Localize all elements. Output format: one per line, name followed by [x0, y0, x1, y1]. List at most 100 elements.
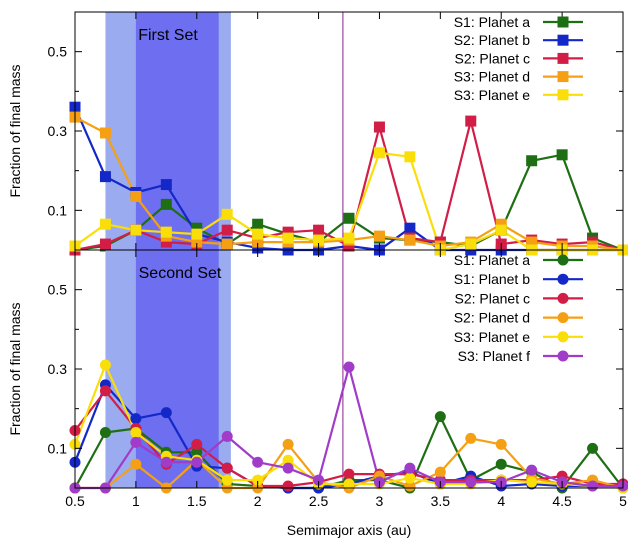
data-point: [404, 473, 415, 484]
legend-marker: [558, 17, 569, 28]
data-point: [496, 459, 507, 470]
data-point: [130, 427, 141, 438]
panel-title: Second Set: [139, 265, 222, 282]
legend-label: S1: Planet a: [454, 252, 530, 268]
y-tick-label: 0.3: [48, 361, 68, 377]
data-point: [344, 469, 355, 480]
data-point: [252, 219, 263, 230]
y-axis-title: Fraction of final mass: [7, 302, 23, 435]
data-point: [587, 481, 598, 492]
data-point: [100, 171, 111, 182]
data-point: [130, 459, 141, 470]
x-tick-label: 4: [497, 493, 505, 509]
legend-marker: [558, 351, 569, 362]
data-point: [404, 235, 415, 246]
x-tick-label: 2.5: [309, 493, 329, 509]
panel-title: First Set: [138, 27, 198, 44]
data-point: [283, 481, 294, 492]
data-point: [465, 477, 476, 488]
legend-label: S2: Planet b: [454, 32, 530, 48]
data-point: [100, 385, 111, 396]
y-tick-label: 0.5: [48, 282, 68, 298]
data-point: [100, 427, 111, 438]
data-point: [465, 116, 476, 127]
legend-label: S1: Planet b: [454, 271, 530, 287]
data-point: [374, 231, 385, 242]
y-tick-label: 0.1: [48, 440, 68, 456]
legend-marker: [558, 35, 569, 46]
data-point: [100, 219, 111, 230]
data-point: [496, 225, 507, 236]
x-tick-label: 4.5: [552, 493, 572, 509]
data-point: [283, 463, 294, 474]
data-point: [526, 477, 537, 488]
data-point: [435, 467, 446, 478]
x-axis-title: Semimajor axis (au): [287, 522, 411, 538]
data-point: [161, 179, 172, 190]
data-point: [161, 227, 172, 238]
x-tick-label: 1.5: [187, 493, 207, 509]
legend-marker: [558, 71, 569, 82]
legend-label: S3: Planet d: [454, 69, 530, 85]
y-tick-label: 0.5: [48, 44, 68, 60]
legend-label: S3: Planet e: [454, 329, 530, 345]
data-point: [283, 233, 294, 244]
y-tick-label: 0.1: [48, 202, 68, 218]
x-tick-label: 1: [132, 493, 140, 509]
data-point: [191, 457, 202, 468]
legend-label: S2: Planet c: [455, 50, 531, 66]
data-point: [130, 413, 141, 424]
data-point: [283, 439, 294, 450]
data-point: [222, 463, 233, 474]
data-point: [222, 431, 233, 442]
data-point: [191, 229, 202, 240]
data-point: [404, 151, 415, 162]
data-point: [100, 360, 111, 371]
data-point: [526, 465, 537, 476]
data-point: [374, 122, 385, 133]
data-point: [587, 443, 598, 454]
data-point: [161, 457, 172, 468]
legend: S1: Planet a S1: Planet b S2: Planet c S2: …: [454, 252, 583, 364]
data-point: [100, 239, 111, 250]
data-point: [252, 229, 263, 240]
data-point: [465, 239, 476, 250]
data-point: [465, 433, 476, 444]
data-point: [404, 463, 415, 474]
legend-marker: [558, 53, 569, 64]
legend: S1: Planet a S2: Planet b S2: Planet c S3: …: [454, 14, 583, 103]
data-point: [222, 239, 233, 250]
data-point: [130, 225, 141, 236]
data-point: [100, 127, 111, 138]
data-point: [344, 213, 355, 224]
data-point: [496, 439, 507, 450]
data-point: [161, 407, 172, 418]
y-axis-title: Fraction of final mass: [7, 64, 23, 197]
legend-marker: [558, 331, 569, 342]
data-point: [130, 191, 141, 202]
data-point: [557, 149, 568, 160]
legend-label: S3: Planet e: [454, 87, 530, 103]
data-point: [374, 147, 385, 158]
data-point: [222, 475, 233, 486]
data-point: [404, 223, 415, 234]
data-point: [161, 199, 172, 210]
data-point: [222, 225, 233, 236]
data-point: [313, 225, 324, 236]
legend-label: S1: Planet a: [454, 14, 530, 30]
legend-marker: [558, 255, 569, 266]
x-tick-label: 3.5: [431, 493, 451, 509]
legend-label: S2: Planet c: [455, 290, 531, 306]
data-point: [191, 439, 202, 450]
legend-label: S2: Planet d: [454, 310, 530, 326]
x-tick-label: 0.5: [65, 493, 85, 509]
x-tick-label: 2: [254, 493, 262, 509]
legend-marker: [558, 274, 569, 285]
data-point: [344, 233, 355, 244]
data-point: [130, 437, 141, 448]
x-tick-label: 5: [619, 493, 627, 509]
